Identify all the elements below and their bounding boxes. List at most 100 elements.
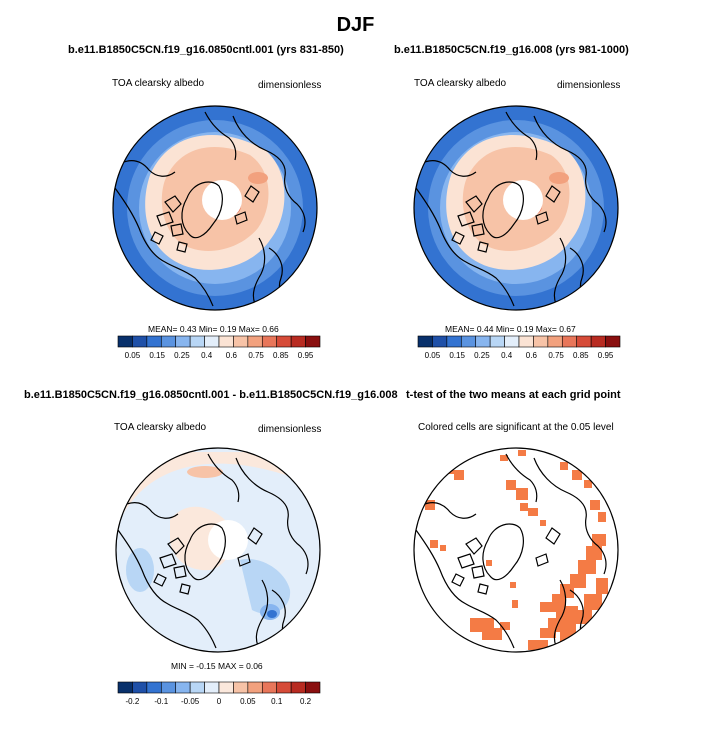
significant-cell: [590, 500, 600, 510]
significant-cell: [482, 628, 502, 640]
albedo-map-top-right: [414, 106, 618, 310]
min-value: 0.19: [219, 324, 237, 334]
colorbar-swatch: [432, 335, 448, 348]
significant-cell: [584, 480, 592, 488]
mean-value: 0.43: [179, 324, 197, 334]
colorbar-swatch: [290, 335, 306, 348]
significant-cell: [518, 450, 526, 456]
colorbar-swatch: [489, 335, 505, 348]
colorbar-swatch: [160, 335, 177, 348]
colorbar-tick-label: 0.95: [298, 351, 314, 360]
colorbar-tick-label: 0.6: [526, 351, 538, 360]
colorbar-tick-label: 0.4: [501, 351, 513, 360]
significant-cell: [592, 534, 606, 546]
significant-cell: [430, 540, 438, 548]
colorbar-swatch: [276, 681, 292, 694]
significant-cell: [572, 610, 592, 624]
colorbar-swatch: [518, 335, 534, 348]
panel-title-top-right: b.e11.B1850C5CN.f19_g16.008 (yrs 981-100…: [394, 44, 629, 56]
significant-cell: [584, 594, 602, 610]
mean-value: 0.44: [476, 324, 494, 334]
colorbar-swatch: [247, 681, 263, 694]
colorbar-swatch: [446, 335, 462, 348]
colorbar-swatch: [261, 681, 278, 694]
colorbar-tick-label: 0.05: [425, 351, 441, 360]
colorbar-swatch: [475, 335, 491, 348]
significant-cell: [570, 574, 586, 588]
colorbar-swatch: [189, 681, 205, 694]
colorbar-swatch: [233, 681, 249, 694]
colorbar-swatch: [533, 335, 549, 348]
colorbar-swatch: [305, 335, 321, 348]
min-value: 0.19: [516, 324, 534, 334]
colorbar-swatch: [132, 681, 148, 694]
colorbar-swatch: [576, 335, 592, 348]
colorbar-swatch: [261, 335, 278, 348]
map-border: [413, 105, 619, 311]
colorbar-swatch: [417, 335, 433, 348]
colorbar-tick-label: 0.85: [573, 351, 589, 360]
stats-top-left: MEAN= 0.43 Min= 0.19 Max= 0.66: [148, 324, 279, 334]
map-border: [413, 447, 619, 653]
significant-cell: [598, 512, 606, 522]
colorbar-tick-label: 0: [217, 697, 222, 706]
colorbar-swatch: [218, 335, 234, 348]
subtitle-bottom-right: Colored cells are significant at the 0.0…: [418, 422, 614, 433]
significant-cell: [586, 546, 602, 560]
difference-map-bottom-left: [116, 448, 320, 652]
colorbar-tick-label: 0.15: [149, 351, 165, 360]
colorbar-tick-label: 0.25: [474, 351, 490, 360]
significant-cell: [520, 503, 528, 511]
colorbar-swatch: [460, 335, 477, 348]
significant-cell: [440, 545, 446, 551]
colorbar-tick-label: 0.4: [201, 351, 213, 360]
significant-cell: [596, 578, 608, 594]
colorbar-swatch: [247, 335, 263, 348]
significant-cell: [540, 520, 546, 526]
albedo-map-top-left: [113, 106, 317, 310]
colorbar-tick-label: 0.85: [273, 351, 289, 360]
colorbar-swatch: [204, 335, 220, 348]
colorbar-swatch: [233, 335, 249, 348]
panel-title-top-left: b.e11.B1850C5CN.f19_g16.0850cntl.001 (yr…: [68, 44, 344, 56]
panel-title-bottom-right: t-test of the two means at each grid poi…: [406, 389, 621, 401]
significant-cell: [560, 462, 568, 470]
colorbar-swatch: [504, 335, 520, 348]
colorbar-swatch: [146, 335, 162, 348]
units-label-top-left: dimensionless: [258, 80, 322, 91]
colorbar-tick-label: 0.6: [226, 351, 238, 360]
max-value: 0.67: [559, 324, 576, 334]
colorbar-swatch: [547, 335, 563, 348]
max-label: Max=: [238, 324, 260, 334]
colorbar-tick-label: -0.05: [181, 697, 200, 706]
significant-cell: [425, 500, 435, 510]
variable-label-top-left: TOA clearsky albedo: [112, 78, 205, 89]
colorbar-swatch: [305, 681, 321, 694]
significant-cell: [510, 582, 516, 588]
colorbar-swatch: [160, 681, 177, 694]
significance-map-bottom-right: [414, 448, 618, 652]
colorbar-tick-label: 0.05: [240, 697, 256, 706]
colorbar-swatch: [189, 335, 205, 348]
significant-cell: [440, 462, 454, 474]
variable-label-bottom-left: TOA clearsky albedo: [114, 422, 207, 433]
colorbar-swatch: [218, 681, 234, 694]
colorbar-tick-label: 0.2: [300, 697, 312, 706]
colorbar-swatch: [117, 681, 133, 694]
colorbar-swatch: [204, 681, 220, 694]
units-label-bottom-left: dimensionless: [258, 424, 322, 435]
units-label-top-right: dimensionless: [557, 80, 621, 91]
colorbar-swatch: [132, 335, 148, 348]
colorbar-bottom-left: -0.2 -0.1 -0.05 0 0.05 0.1 0.2: [117, 681, 321, 706]
significant-cell: [512, 600, 518, 608]
significant-cell: [528, 640, 548, 650]
colorbar-swatch: [175, 335, 191, 348]
colorbar-top-left: 0.05 0.15 0.25 0.4 0.6 0.75 0.85 0.95: [117, 335, 321, 360]
significant-cell: [528, 508, 538, 516]
significant-cell: [540, 602, 556, 612]
max-value: 0.66: [262, 324, 279, 334]
significant-cell: [516, 488, 528, 500]
colorbar-tick-label: 0.05: [125, 351, 141, 360]
colorbar-swatch: [605, 335, 621, 348]
colorbar-tick-label: 0.95: [598, 351, 614, 360]
